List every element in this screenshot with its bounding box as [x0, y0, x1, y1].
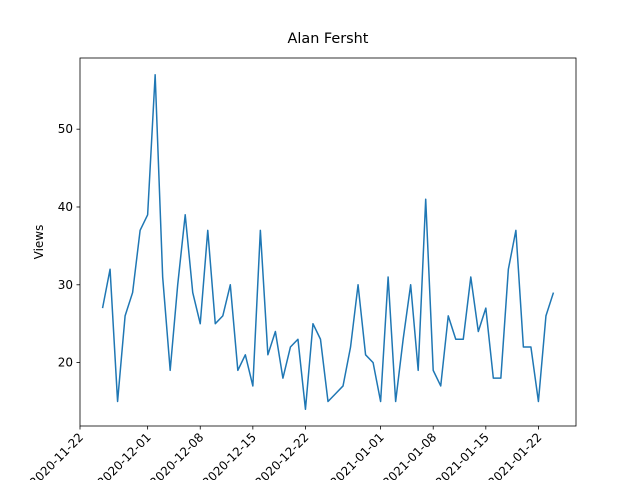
x-tick-label: 2020-12-22 — [252, 430, 311, 480]
y-tick-label: 40 — [58, 200, 73, 214]
axes-frame — [79, 57, 577, 427]
x-tick-label: 2021-01-22 — [485, 430, 544, 480]
y-tick-label: 50 — [58, 122, 73, 136]
x-tick-label: 2021-01-08 — [380, 430, 439, 480]
chart-title: Alan Fersht — [288, 31, 369, 47]
x-tick-label: 2020-11-22 — [27, 430, 86, 480]
y-tick-label: 30 — [58, 278, 73, 292]
x-tick-label: 2021-01-15 — [433, 430, 492, 480]
x-tick-label: 2020-12-15 — [200, 430, 259, 480]
x-tick-label: 2020-12-08 — [147, 430, 206, 480]
x-tick-label: 2021-01-01 — [328, 430, 387, 480]
y-axis-label: Views — [32, 225, 46, 260]
x-tick-label: 2020-12-01 — [95, 430, 154, 480]
y-tick-label: 20 — [58, 356, 73, 370]
data-line — [101, 73, 555, 411]
